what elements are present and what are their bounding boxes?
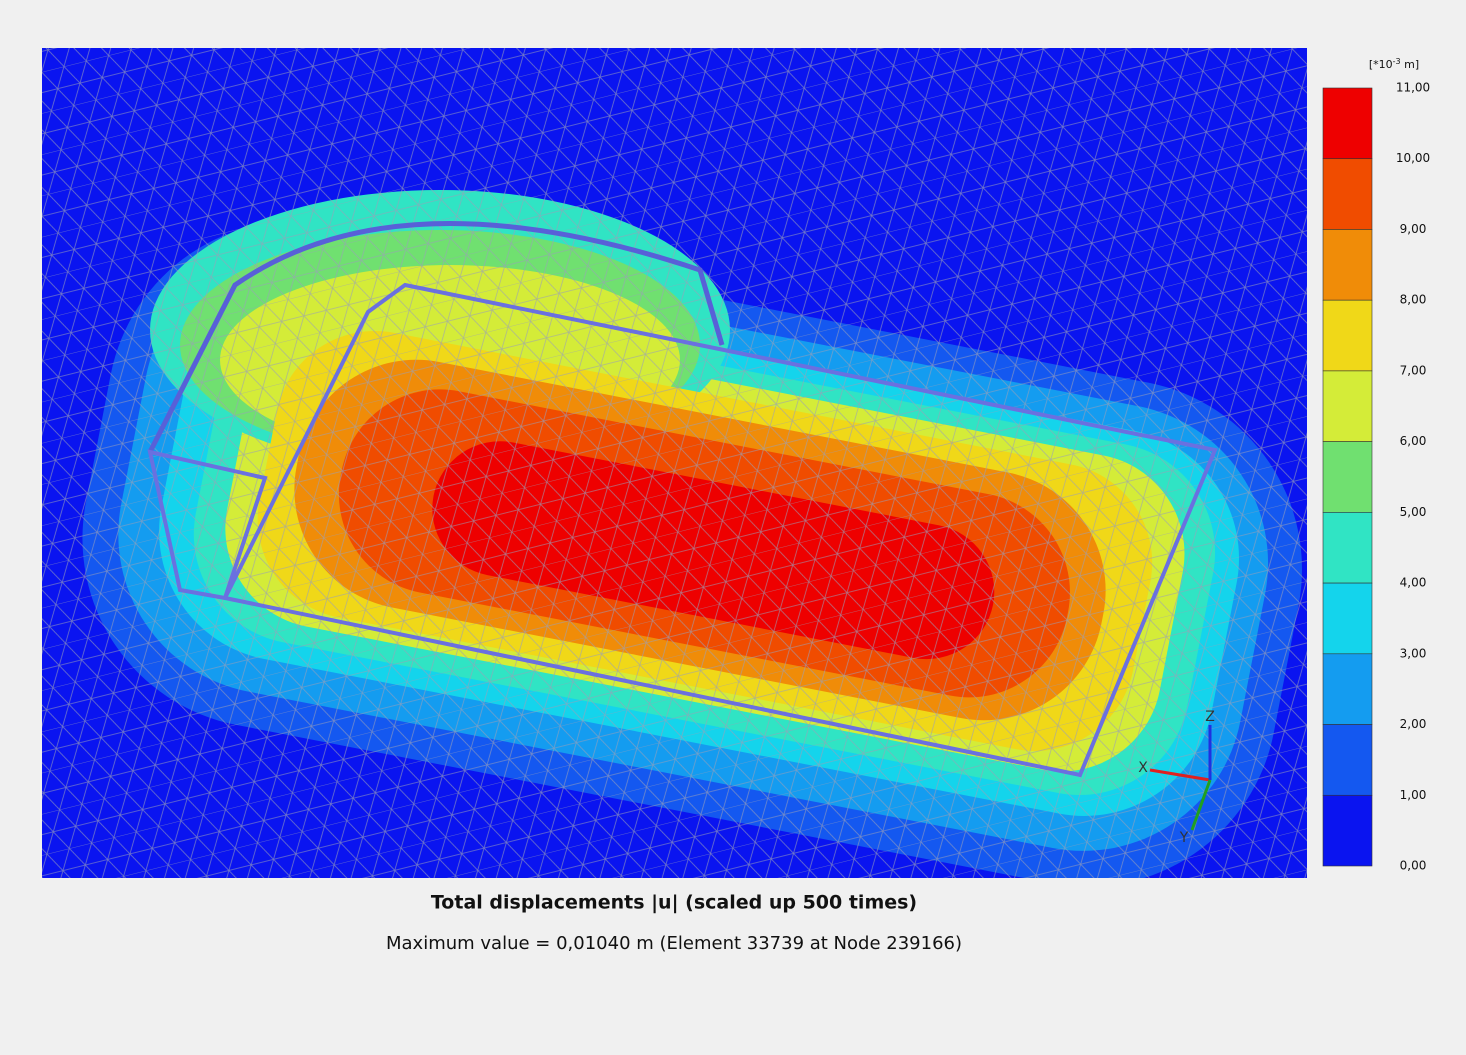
- legend-swatch: [1322, 441, 1373, 513]
- legend-swatch: [1322, 512, 1373, 584]
- legend-unit: [*10-3 m]: [1369, 57, 1419, 72]
- unit-exponent: -3: [1393, 57, 1401, 66]
- y-label: Y: [1179, 830, 1189, 846]
- legend-swatch: [1322, 653, 1373, 725]
- legend-level: 4,00: [1400, 576, 1427, 590]
- excavation-edge: [147, 221, 725, 454]
- legend-swatch: [1322, 794, 1373, 867]
- mesh: [42, 48, 1307, 878]
- axis-triad: Z X Y: [1138, 709, 1215, 846]
- legend-swatch: [1322, 299, 1373, 372]
- legend-level: 1,00: [1400, 788, 1427, 802]
- legend-swatch: [1322, 724, 1373, 796]
- legend-swatch: [1322, 582, 1373, 655]
- x-label: X: [1138, 760, 1148, 776]
- legend-level: 11,00: [1396, 81, 1430, 95]
- legend-level: 5,00: [1400, 505, 1427, 519]
- unit-base: [*10: [1369, 58, 1393, 71]
- z-label: Z: [1205, 709, 1215, 725]
- legend-swatch: [1322, 87, 1373, 160]
- legend-level: 10,00: [1396, 151, 1430, 165]
- plot-subtitle: Maximum value = 0,01040 m (Element 33739…: [386, 933, 962, 954]
- legend-level: 2,00: [1400, 717, 1427, 731]
- legend: 11,00 10,00 9,00 8,00 7,00 6,00 5,00 4,00 3,00 2,…: [1322, 81, 1430, 873]
- legend-level: 6,00: [1400, 434, 1427, 448]
- unit-suffix: m]: [1401, 58, 1420, 71]
- plot-title: Total displacements |u| (scaled up 500 t…: [431, 892, 917, 914]
- slab-outline: [147, 282, 1218, 778]
- x-axis-arrow: [1149, 768, 1211, 782]
- contour-plot: Z X Y: [42, 48, 1307, 878]
- y-axis-arrow: [1190, 779, 1212, 831]
- legend-swatch: [1322, 370, 1373, 442]
- legend-level: 0,00: [1400, 859, 1427, 873]
- legend-level: 7,00: [1400, 363, 1427, 377]
- legend-level: 3,00: [1400, 646, 1427, 660]
- legend-level: 9,00: [1400, 222, 1427, 236]
- legend-swatch: [1322, 229, 1373, 301]
- legend-level: 8,00: [1400, 293, 1427, 307]
- legend-swatch: [1322, 158, 1373, 230]
